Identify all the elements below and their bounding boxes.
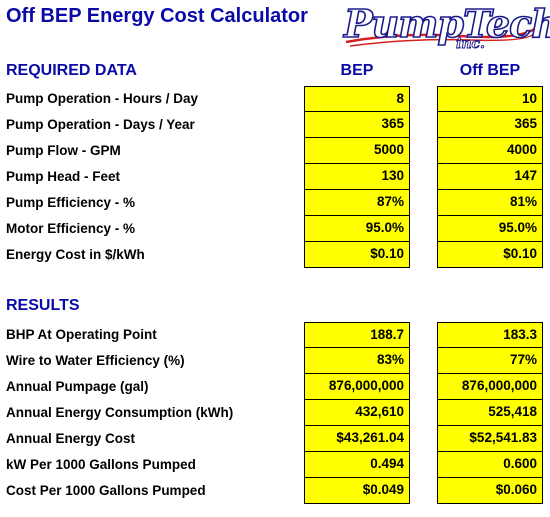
off-bep-pump-efficiency-input[interactable]: 81%	[437, 190, 543, 216]
kw-per-1000-gal-label: kW Per 1000 Gallons Pumped	[6, 457, 196, 472]
off-bep-annual-pumpage-value: 876,000,000	[437, 374, 543, 400]
logo-swoosh-icon	[345, 26, 537, 47]
bep-annual-energy-cost-value: $43,261.04	[304, 426, 410, 452]
pump-flow-label: Pump Flow - GPM	[6, 143, 121, 158]
bep-days-per-year-input[interactable]: 365	[304, 112, 410, 138]
off-bep-motor-efficiency-input[interactable]: 95.0%	[437, 216, 543, 242]
bep-wire-to-water-value: 83%	[304, 348, 410, 374]
bep-pump-efficiency-input[interactable]: 87%	[304, 190, 410, 216]
off-bep-bhp-value: 183.3	[437, 322, 543, 348]
annual-pumpage-label: Annual Pumpage (gal)	[6, 379, 149, 394]
off-bep-hours-per-day-input[interactable]: 10	[437, 86, 543, 112]
bep-motor-efficiency-input[interactable]: 95.0%	[304, 216, 410, 242]
off-bep-days-per-year-input[interactable]: 365	[437, 112, 543, 138]
off-bep-cost-per-1000-gal-value: $0.060	[437, 478, 543, 504]
bep-pump-flow-input[interactable]: 5000	[304, 138, 410, 164]
results-heading: RESULTS	[6, 297, 80, 314]
bep-annual-pumpage-value: 876,000,000	[304, 374, 410, 400]
bep-annual-energy-consumption-value: 432,610	[304, 400, 410, 426]
off-bep-column-heading: Off BEP	[459, 62, 521, 79]
bep-column-heading: BEP	[340, 62, 374, 79]
off-bep-pump-head-input[interactable]: 147	[437, 164, 543, 190]
off-bep-pump-flow-input[interactable]: 4000	[437, 138, 543, 164]
bep-pump-head-input[interactable]: 130	[304, 164, 410, 190]
pumptech-logo: PumpTech inc.	[340, 1, 550, 54]
bep-kw-per-1000-gal-value: 0.494	[304, 452, 410, 478]
pump-efficiency-label: Pump Efficiency - %	[6, 195, 136, 210]
off-bep-kw-per-1000-gal-value: 0.600	[437, 452, 543, 478]
annual-energy-consumption-label: Annual Energy Consumption (kWh)	[6, 405, 234, 420]
logo-sub-text: inc.	[456, 36, 486, 53]
required-data-heading: REQUIRED DATA	[6, 62, 137, 79]
logo-main-text: PumpTech	[343, 1, 550, 47]
page-title: Off BEP Energy Cost Calculator	[6, 5, 308, 27]
motor-efficiency-label: Motor Efficiency - %	[6, 221, 136, 236]
off-bep-annual-energy-cost-value: $52,541.83	[437, 426, 543, 452]
bep-hours-per-day-input[interactable]: 8	[304, 86, 410, 112]
hours-per-day-label: Pump Operation - Hours / Day	[6, 91, 199, 106]
off-bep-wire-to-water-value: 77%	[437, 348, 543, 374]
bhp-label: BHP At Operating Point	[6, 327, 157, 342]
energy-cost-label: Energy Cost in $/kWh	[6, 247, 145, 262]
bep-energy-cost-input[interactable]: $0.10	[304, 242, 410, 268]
days-per-year-label: Pump Operation - Days / Year	[6, 117, 195, 132]
pump-head-label: Pump Head - Feet	[6, 169, 121, 184]
off-bep-annual-energy-consumption-value: 525,418	[437, 400, 543, 426]
annual-energy-cost-label: Annual Energy Cost	[6, 431, 136, 446]
off-bep-energy-cost-input[interactable]: $0.10	[437, 242, 543, 268]
wire-to-water-label: Wire to Water Efficiency (%)	[6, 353, 185, 368]
bep-cost-per-1000-gal-value: $0.049	[304, 478, 410, 504]
cost-per-1000-gal-label: Cost Per 1000 Gallons Pumped	[6, 483, 206, 498]
bep-bhp-value: 188.7	[304, 322, 410, 348]
